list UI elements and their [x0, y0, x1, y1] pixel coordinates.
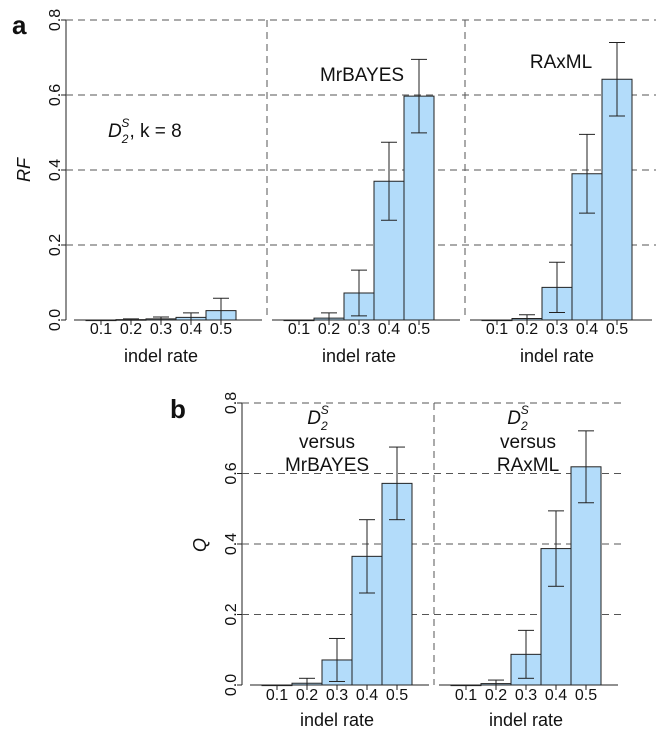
x-tick-label: 0.3	[348, 321, 370, 338]
x-tick-label: 0.3	[326, 687, 348, 704]
y-axis-title-a: RF	[14, 157, 34, 182]
x-tick-label: 0.3	[515, 687, 537, 704]
x-tick-label: 0.2	[120, 321, 142, 338]
subplot-a-1: 0.1 0.2 0.3 0.4 0.5 indel rate	[74, 297, 262, 366]
title-versus-word: versus	[500, 432, 556, 453]
bar	[601, 78, 633, 321]
x-tick-label: 0.1	[486, 321, 508, 338]
panel-label-a: a	[12, 10, 27, 40]
x-tick-label: 0.1	[90, 321, 112, 338]
title-d2s-term: D2S	[507, 403, 528, 433]
chart-panel-b: 0.0 0.2 0.4 0.6 0.8 0.1 0.2 0.3 0.4 0.5 indel rate…	[223, 392, 622, 730]
x-tick-label: 0.5	[386, 687, 408, 704]
x-axis-title: indel rate	[322, 346, 396, 366]
x-tick-label: 0.2	[485, 687, 507, 704]
subplot-title-mrbayes: MrBAYES	[320, 65, 404, 86]
x-tick-label: 0.5	[408, 321, 430, 338]
subplot-title-d2s-k8: D2S, k = 8	[108, 116, 182, 146]
y-tick-label: 0.2	[47, 234, 64, 256]
x-tick-label: 0.1	[455, 687, 477, 704]
x-axis-title: indel rate	[489, 710, 563, 730]
y-axis-title-b: Q	[190, 538, 210, 552]
title-versus-word: versus	[299, 432, 355, 453]
y-tick-label: 0.2	[223, 603, 240, 625]
x-tick-label: 0.4	[356, 687, 378, 704]
subplot-b-2: 0.1 0.2 0.3 0.4 0.5 indel rate	[439, 430, 618, 730]
y-tick-label: 0.0	[223, 674, 240, 696]
y-tick-label: 0.4	[47, 159, 64, 181]
title-d2s-term: D2S	[307, 403, 328, 433]
x-axis-title: indel rate	[124, 346, 198, 366]
subplot-b-1: 0.1 0.2 0.3 0.4 0.5 indel rate	[250, 446, 429, 730]
x-tick-label: 0.1	[266, 687, 288, 704]
panel-label-b: b	[170, 394, 186, 424]
subplot-title-d2s-versus-raxml: D2S versus RAxML	[497, 403, 559, 476]
x-tick-label: 0.4	[180, 321, 202, 338]
title-mrbayes-word: MrBAYES	[285, 455, 369, 476]
title-raxml-word: RAxML	[497, 455, 559, 476]
x-tick-label: 0.3	[150, 321, 172, 338]
subplot-title-d2s-versus-mrbayes: D2S versus MrBAYES	[285, 403, 369, 476]
x-tick-label: 0.2	[516, 321, 538, 338]
chart-panel-a: 0.0 0.2 0.4 0.6 0.8 0.1 0.2 0.3 0.4 0.5 indel rate…	[47, 9, 656, 366]
y-tick-label: 0.4	[223, 533, 240, 555]
x-tick-label: 0.4	[576, 321, 598, 338]
y-tick-label: 0.8	[47, 9, 64, 31]
x-tick-label: 0.2	[296, 687, 318, 704]
bar	[403, 95, 435, 321]
x-tick-label: 0.1	[288, 321, 310, 338]
subplot-title-raxml: RAxML	[530, 52, 592, 73]
y-tick-label: 0.6	[223, 462, 240, 484]
x-tick-label: 0.2	[318, 321, 340, 338]
subplot-a-2: 0.1 0.2 0.3 0.4 0.5 indel rate	[272, 58, 460, 366]
x-tick-label: 0.5	[606, 321, 628, 338]
y-tick-label: 0.6	[47, 84, 64, 106]
plots-layer: 0.0 0.2 0.4 0.6 0.8 0.1 0.2 0.3 0.4 0.5 indel rate…	[47, 9, 656, 730]
x-axis-title: indel rate	[300, 710, 374, 730]
y-tick-label: 0.8	[223, 392, 240, 414]
x-axis-title: indel rate	[520, 346, 594, 366]
x-tick-label: 0.5	[575, 687, 597, 704]
x-tick-label: 0.5	[210, 321, 232, 338]
x-tick-label: 0.4	[378, 321, 400, 338]
y-tick-label: 0.0	[47, 309, 64, 331]
subplot-a-3: 0.1 0.2 0.3 0.4 0.5 indel rate	[470, 42, 652, 366]
x-tick-label: 0.4	[545, 687, 567, 704]
x-tick-label: 0.3	[546, 321, 568, 338]
